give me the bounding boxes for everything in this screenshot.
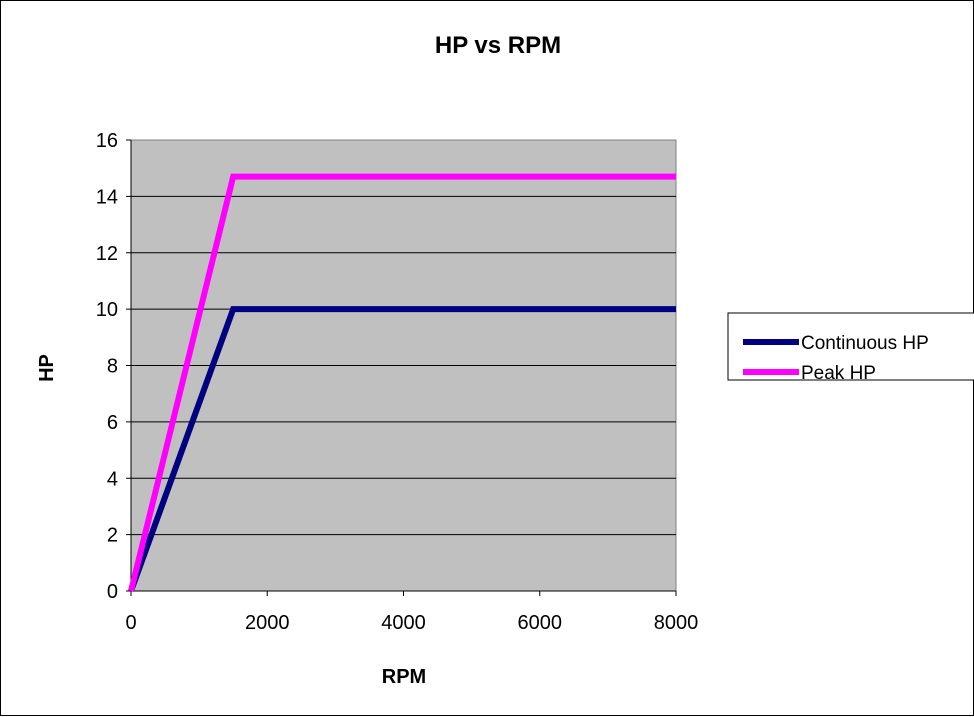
x-tick-label-3: 6000: [518, 612, 563, 634]
y-tick-label-0: 0: [107, 581, 118, 603]
y-tick-label-1: 2: [107, 525, 118, 547]
x-tick-label-2: 4000: [381, 612, 426, 634]
legend-label-1: Continuous HP: [801, 333, 929, 354]
y-tick-label-5: 10: [96, 299, 118, 321]
x-tick-label-4: 8000: [654, 612, 699, 634]
tick-labels: 0 2 4 6 8 10 12 14 16 0 2000 4000 6000 8000: [96, 130, 699, 634]
y-tick-label-3: 6: [107, 412, 118, 434]
legend-box: [727, 312, 974, 381]
y-tick-label-6: 12: [96, 243, 118, 265]
legend: Continuous HP Peak HP: [727, 312, 974, 384]
y-tick-label-2: 4: [107, 468, 118, 490]
x-tick-label-0: 0: [125, 612, 136, 634]
series-lines: [128, 173, 676, 593]
y-tick-label-7: 14: [96, 186, 118, 208]
legend-items: Continuous HP Peak HP: [743, 333, 929, 384]
y-tick-label-4: 8: [107, 356, 118, 378]
axes: [126, 139, 677, 596]
y-axis-title: HP: [36, 354, 58, 382]
x-tick-label-1: 2000: [245, 612, 290, 634]
y-tick-label-8: 16: [96, 130, 118, 152]
series-line-1: [128, 306, 676, 593]
chart-title: HP vs RPM: [435, 32, 561, 59]
legend-label-2: Peak HP: [801, 363, 876, 384]
series-line-2: [128, 173, 676, 592]
x-axis-title: RPM: [382, 666, 426, 688]
